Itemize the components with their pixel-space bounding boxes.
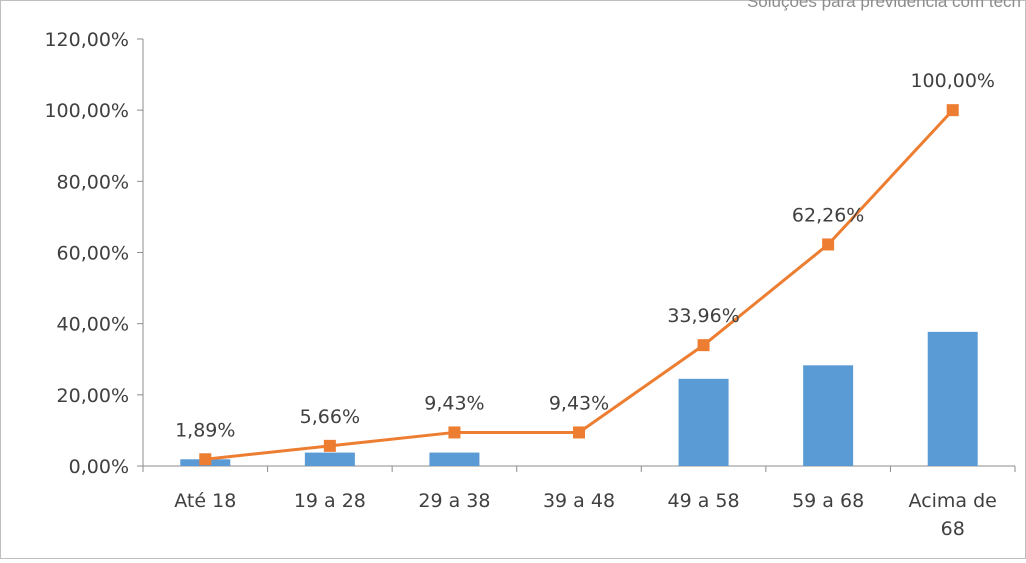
corner-caption: Soluções para previdência com tecn [746,0,1021,11]
y-tick-label: 0,00% [69,456,129,478]
line-marker [323,439,336,452]
x-tick-label: 19 a 28 [294,490,366,512]
x-tick-label: Acima de [909,490,997,512]
x-tick-label: Até 18 [174,490,236,512]
y-tick-label: 120,00% [44,29,129,51]
line-marker [822,238,835,251]
x-tick-label: 39 a 48 [543,490,615,512]
data-label: 9,43% [549,392,609,414]
data-label: 100,00% [910,70,995,92]
line-marker [448,426,461,439]
y-tick-label: 40,00% [57,314,129,336]
data-label: 9,43% [424,392,484,414]
bar [429,452,480,466]
y-tick-label: 100,00% [44,100,129,122]
x-tick-label: 59 a 68 [792,490,864,512]
y-tick-label: 80,00% [57,171,129,193]
x-tick-label: 68 [941,518,965,540]
y-tick-label: 20,00% [57,385,129,407]
data-label: 62,26% [792,204,864,226]
line-marker [697,339,710,352]
bar [678,378,729,466]
bar [304,452,355,466]
x-tick-label: 49 a 58 [668,490,740,512]
y-tick-label: 60,00% [57,243,129,265]
line-marker [199,453,212,466]
data-label: 5,66% [300,406,360,428]
x-tick-label: 29 a 38 [418,490,490,512]
data-label: 33,96% [667,305,739,327]
data-label: 1,89% [175,419,235,441]
bar [803,365,854,466]
line-marker [946,104,959,117]
bar [927,331,978,466]
line-marker [573,426,585,439]
